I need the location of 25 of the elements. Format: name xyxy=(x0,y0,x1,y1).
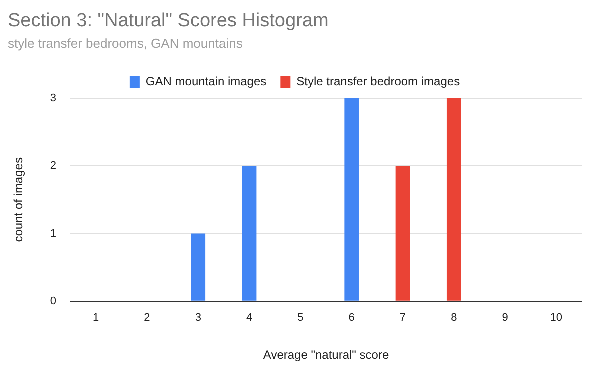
bar xyxy=(242,166,257,301)
legend-label: Style transfer bedroom images xyxy=(296,74,460,89)
x-tick-label: 10 xyxy=(550,312,563,324)
x-tick-label: 5 xyxy=(298,312,304,324)
bar xyxy=(446,98,462,301)
legend-label: GAN mountain images xyxy=(146,74,267,89)
bar xyxy=(344,98,359,301)
chart-subtitle: style transfer bedrooms, GAN mountains xyxy=(8,36,244,52)
bar xyxy=(396,166,410,301)
bar xyxy=(191,234,206,301)
x-axis-title: Average "natural" score xyxy=(263,348,390,362)
x-tick-label: 8 xyxy=(451,312,458,324)
x-tick-label: 6 xyxy=(348,312,355,324)
y-tick-label: 2 xyxy=(50,160,57,172)
x-tick-label: 7 xyxy=(400,312,406,324)
x-tick-label: 9 xyxy=(502,312,508,324)
y-axis-title: count of images xyxy=(12,158,26,242)
x-tick-label: 3 xyxy=(195,312,202,324)
y-tick-label: 0 xyxy=(50,295,57,308)
chart-title: Section 3: "Natural" Scores Histogram xyxy=(8,10,329,32)
y-tick-label: 3 xyxy=(50,92,57,104)
x-tick-label: 1 xyxy=(93,312,100,324)
x-tick-label: 2 xyxy=(144,312,150,324)
y-tick-label: 1 xyxy=(50,228,57,240)
x-tick-label: 4 xyxy=(246,312,253,324)
